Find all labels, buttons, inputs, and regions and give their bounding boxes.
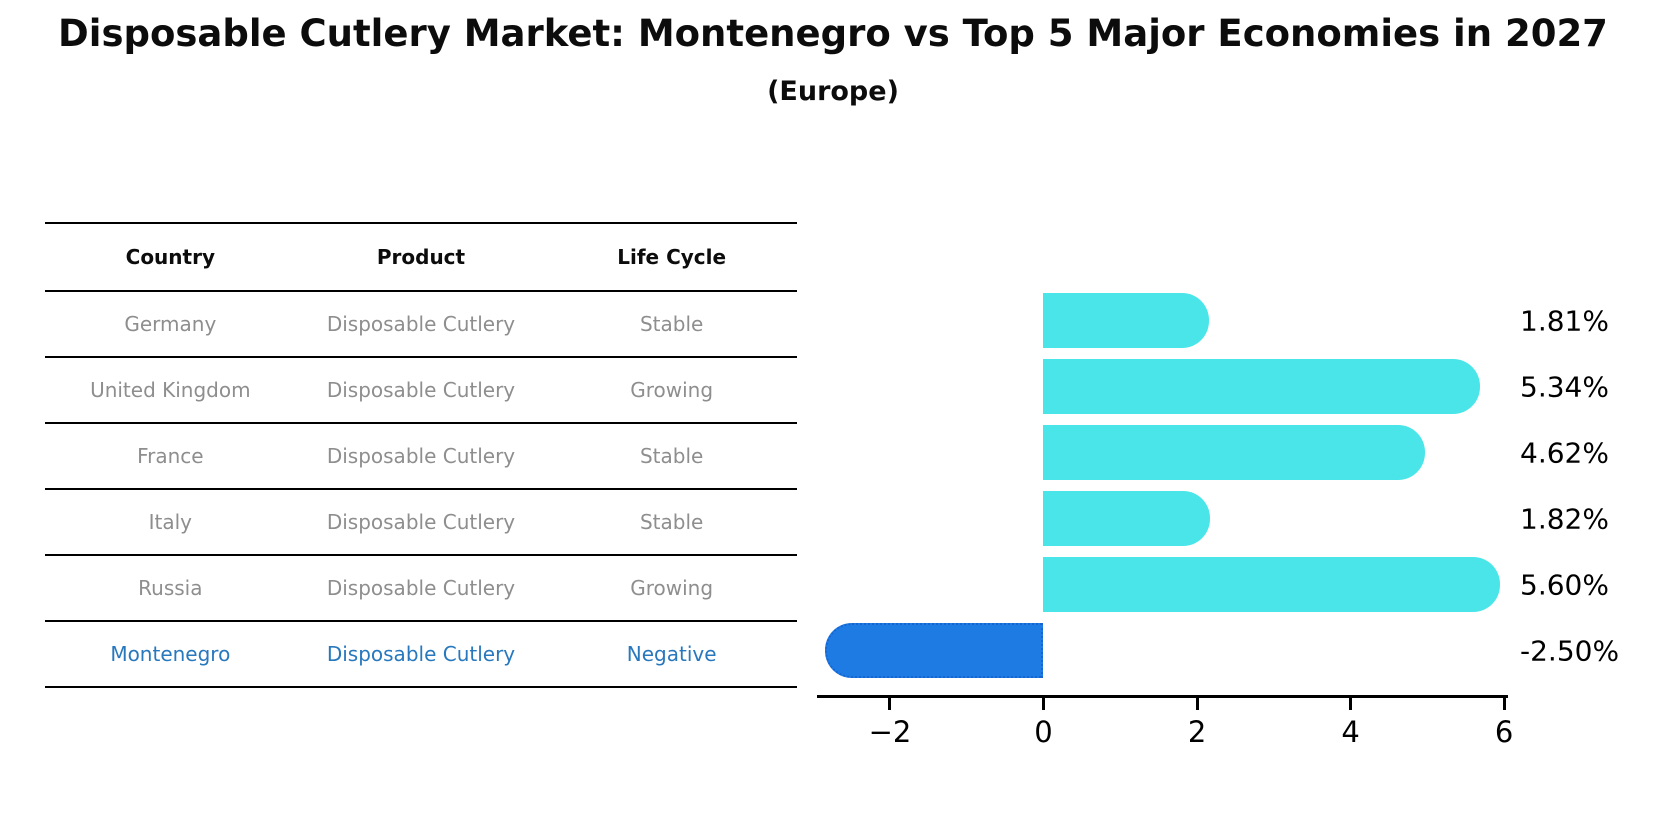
table-row-italy: Italy Disposable Cutlery Stable bbox=[45, 489, 797, 556]
cell-life-cycle: Growing bbox=[546, 357, 797, 424]
header-cell-product: Product bbox=[295, 222, 547, 292]
cell-country: Italy bbox=[45, 489, 296, 556]
bar-value-label: 1.82% bbox=[1520, 502, 1609, 535]
table-row-united-kingdom: United Kingdom Disposable Cutlery Growin… bbox=[45, 357, 797, 424]
cell-country: United Kingdom bbox=[45, 357, 296, 424]
cell-product: Disposable Cutlery bbox=[295, 621, 547, 688]
cell-life-cycle: Stable bbox=[546, 291, 797, 358]
cell-country: Russia bbox=[45, 555, 296, 622]
bar-italy bbox=[1043, 491, 1211, 546]
page-title: Disposable Cutlery Market: Montenegro vs… bbox=[58, 12, 1608, 55]
x-axis-line bbox=[817, 695, 1508, 698]
cell-product: Disposable Cutlery bbox=[295, 357, 547, 424]
table-row-france: France Disposable Cutlery Stable bbox=[45, 423, 797, 490]
table-header-row: Country Product Life Cycle bbox=[45, 222, 797, 292]
bar-value-label: 5.60% bbox=[1520, 568, 1609, 601]
table-row-russia: Russia Disposable Cutlery Growing bbox=[45, 555, 797, 622]
x-axis-tick-label: 2 bbox=[1187, 715, 1207, 749]
x-axis-tick-label: 6 bbox=[1494, 715, 1514, 749]
cell-country: Montenegro bbox=[45, 621, 296, 688]
bar-value-label: 5.34% bbox=[1520, 370, 1609, 403]
table-row-montenegro: Montenegro Disposable Cutlery Negative bbox=[45, 621, 797, 688]
cell-product: Disposable Cutlery bbox=[295, 291, 547, 358]
bar-chart: 1.81% 5.34% 4.62% 1.82% 5.60% -2.50% −2 0 2 4 6 bbox=[817, 270, 1666, 780]
cell-product: Disposable Cutlery bbox=[295, 489, 547, 556]
cell-product: Disposable Cutlery bbox=[295, 555, 547, 622]
table-row-germany: Germany Disposable Cutlery Stable bbox=[45, 291, 797, 358]
bar-value-label: -2.50% bbox=[1520, 634, 1620, 667]
bar-united-kingdom bbox=[1043, 359, 1481, 414]
cell-country: Germany bbox=[45, 291, 296, 358]
x-axis-tick bbox=[1349, 698, 1353, 710]
x-axis-tick-label: −2 bbox=[868, 715, 912, 749]
x-axis-tick bbox=[888, 698, 892, 710]
bar-germany bbox=[1043, 293, 1210, 348]
x-axis-tick bbox=[1041, 698, 1045, 710]
cell-country: France bbox=[45, 423, 296, 490]
bar-france bbox=[1043, 425, 1426, 480]
cell-life-cycle: Stable bbox=[546, 423, 797, 490]
x-axis-tick-label: 4 bbox=[1341, 715, 1360, 749]
page-subtitle: (Europe) bbox=[767, 76, 899, 107]
bar-russia bbox=[1043, 557, 1501, 612]
header-cell-life-cycle: Life Cycle bbox=[546, 222, 797, 292]
x-axis-tick bbox=[1502, 698, 1506, 710]
x-axis-tick bbox=[1195, 698, 1199, 710]
cell-life-cycle: Growing bbox=[546, 555, 797, 622]
bar-value-label: 1.81% bbox=[1520, 304, 1609, 337]
cell-life-cycle: Negative bbox=[546, 621, 797, 688]
header-cell-country: Country bbox=[45, 222, 296, 292]
cell-life-cycle: Stable bbox=[546, 489, 797, 556]
bar-value-label: 4.62% bbox=[1520, 436, 1609, 469]
cell-product: Disposable Cutlery bbox=[295, 423, 547, 490]
bar-montenegro bbox=[824, 623, 1044, 678]
country-table: Country Product Life Cycle Germany Dispo… bbox=[45, 222, 797, 688]
x-axis-tick-label: 0 bbox=[1034, 715, 1053, 749]
